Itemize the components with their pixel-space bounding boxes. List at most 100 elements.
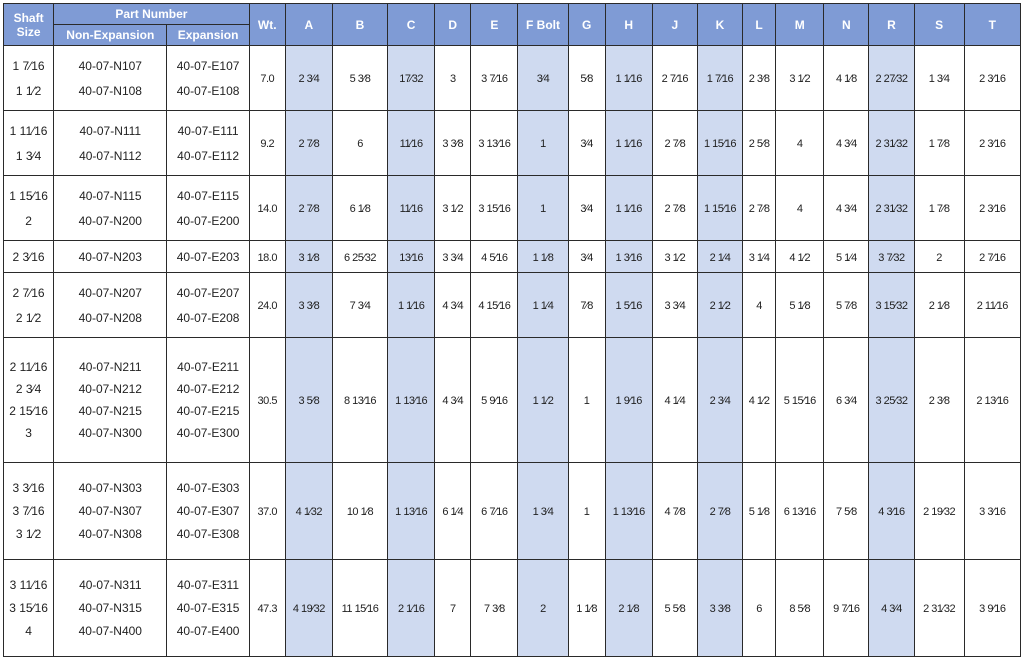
dim-g-value: 1 (583, 395, 590, 407)
dim-m-cell: 4 1⁄2 (775, 240, 825, 273)
dim-c-value: 13⁄16 (399, 251, 424, 264)
dim-g-value: 3⁄4 (580, 138, 593, 150)
shaft-size: 1 1⁄2 (15, 83, 42, 98)
dim-wt-cell: 24.0 (248, 272, 286, 338)
dim-r-value: 2 31⁄32 (875, 203, 908, 215)
dim-f-bolt-cell: 1 (517, 175, 569, 241)
dim-f-bolt-cell: 3⁄4 (517, 45, 569, 111)
dim-s-cell: 2 1⁄8 (913, 272, 965, 338)
shaft-size: 2 15⁄16 (9, 404, 48, 418)
dim-k-cell: 1 7⁄16 (696, 45, 744, 111)
dim-j-cell: 2 7⁄16 (651, 45, 698, 111)
dim-l-cell: 2 7⁄8 (742, 175, 777, 241)
table-row: 1 15⁄16 2 40-07-N115 40-07-N200 40-07-E115 40… (2, 175, 1022, 241)
dim-j-value: 3 3⁄4 (664, 300, 686, 312)
dim-a-cell: 3 3⁄8 (284, 272, 333, 338)
dim-d-value: 4 3⁄4 (442, 395, 464, 407)
part-number-non-expansion: 40-07-N303 (78, 481, 142, 495)
dim-a-cell: 2 3⁄4 (284, 45, 333, 111)
dim-b-value: 8 13⁄16 (344, 395, 376, 407)
dim-h-value: 1 3⁄16 (615, 251, 643, 264)
dim-wt-cell: 14.0 (248, 175, 286, 241)
shaft-size-cell: 1 11⁄16 1 3⁄4 (2, 110, 55, 176)
dim-f-bolt-value: 1 1⁄2 (532, 395, 554, 407)
dim-wt-value: 14.0 (257, 203, 278, 215)
dim-a-cell: 2 7⁄8 (284, 110, 333, 176)
dim-h-cell: 1 3⁄16 (604, 240, 653, 273)
header-f-bolt: F Bolt (517, 3, 569, 46)
part-number-expansion: 40-07-E111 (177, 123, 239, 138)
dim-a-value: 4 19⁄32 (292, 603, 325, 615)
dim-j-cell: 3 1⁄2 (651, 240, 698, 273)
dim-j-value: 4 7⁄8 (664, 506, 686, 518)
dim-h-value: 1 1⁄16 (615, 138, 643, 150)
part-number-expansion-cell: 40-07-E111 40-07-E112 (166, 110, 250, 176)
dim-k-cell: 2 3⁄4 (696, 337, 744, 463)
header-expansion: Expansion (166, 24, 250, 46)
part-number-expansion: 40-07-E212 (176, 382, 240, 396)
dim-wt-value: 7.0 (260, 73, 275, 85)
shaft-size-cell: 1 15⁄16 2 (2, 175, 55, 241)
part-number-expansion: 40-07-E215 (176, 404, 240, 418)
part-number-expansion: 40-07-E308 (176, 527, 240, 541)
dim-h-cell: 1 1⁄16 (604, 110, 653, 176)
dim-j-value: 4 1⁄4 (664, 395, 686, 407)
part-number-expansion: 40-07-E208 (176, 310, 240, 325)
dim-j-cell: 4 7⁄8 (651, 462, 698, 560)
part-number-non-expansion: 40-07-N311 (79, 578, 142, 592)
dim-h-cell: 1 1⁄16 (604, 45, 653, 111)
dim-f-bolt-cell: 1 3⁄4 (517, 462, 569, 560)
dim-j-cell: 2 7⁄8 (651, 110, 698, 176)
part-number-non-expansion: 40-07-N203 (78, 249, 142, 264)
dim-k-value: 3 3⁄8 (709, 603, 731, 615)
dim-j-value: 2 7⁄16 (661, 73, 689, 85)
dim-b-cell: 5 3⁄8 (331, 45, 389, 111)
dim-l-cell: 2 3⁄8 (742, 45, 777, 111)
dim-c-value: 1 13⁄16 (395, 395, 428, 407)
part-number-non-expansion: 40-07-N107 (78, 58, 142, 73)
dim-d-value: 3 1⁄2 (442, 203, 464, 215)
dim-r-value: 2 31⁄32 (875, 138, 908, 150)
part-number-non-expansion: 40-07-N307 (78, 504, 142, 518)
dim-n-value: 5 7⁄8 (835, 300, 857, 312)
dim-n-cell: 4 1⁄8 (823, 45, 870, 111)
header-j: J (651, 3, 698, 46)
dim-wt-cell: 30.5 (248, 337, 286, 463)
dim-a-cell: 3 1⁄8 (284, 240, 333, 273)
dim-r-value: 4 3⁄16 (878, 506, 905, 518)
dim-s-value: 1 7⁄8 (928, 203, 950, 215)
dim-m-cell: 8 5⁄8 (775, 559, 825, 657)
part-number-expansion: 40-07-E115 (177, 188, 239, 203)
shaft-size: 4 (25, 624, 32, 638)
shaft-size-cell: 2 11⁄16 2 3⁄4 2 15⁄16 3 (2, 337, 55, 463)
header-part-number: Part Number (53, 3, 250, 25)
part-number-expansion: 40-07-E315 (176, 601, 240, 615)
dim-a-value: 2 7⁄8 (298, 203, 320, 215)
header-d: D (434, 3, 472, 46)
dim-f-bolt-cell: 1 1⁄4 (517, 272, 569, 338)
dim-k-cell: 2 1⁄4 (696, 240, 744, 273)
dim-j-cell: 4 1⁄4 (651, 337, 698, 463)
dim-t-cell: 2 3⁄16 (963, 45, 1022, 111)
dim-s-value: 1 3⁄4 (928, 73, 950, 85)
dim-r-cell: 4 3⁄16 (868, 462, 915, 560)
dim-n-cell: 5 1⁄4 (823, 240, 870, 273)
dim-h-value: 1 1⁄16 (615, 203, 643, 215)
dim-c-cell: 1 13⁄16 (387, 337, 436, 463)
dim-n-cell: 7 5⁄8 (823, 462, 870, 560)
part-number-non-expansion: 40-07-N211 (79, 360, 142, 374)
dim-l-value: 3 1⁄4 (748, 251, 770, 264)
dim-j-value: 5 5⁄8 (664, 603, 686, 615)
header-e: E (470, 3, 519, 46)
dim-a-cell: 4 1⁄32 (284, 462, 333, 560)
dim-s-cell: 2 19⁄32 (913, 462, 965, 560)
dim-g-value: 1 (583, 506, 590, 518)
dim-h-cell: 1 13⁄16 (604, 462, 653, 560)
dim-b-cell: 6 25⁄32 (331, 240, 389, 273)
dim-wt-value: 47.3 (257, 603, 278, 615)
dim-l-cell: 5 1⁄8 (742, 462, 777, 560)
dim-e-cell: 5 9⁄16 (470, 337, 519, 463)
header-a: A (284, 3, 333, 46)
part-number-non-expansion: 40-07-N212 (78, 382, 142, 396)
part-number-expansion: 40-07-E108 (176, 83, 240, 98)
